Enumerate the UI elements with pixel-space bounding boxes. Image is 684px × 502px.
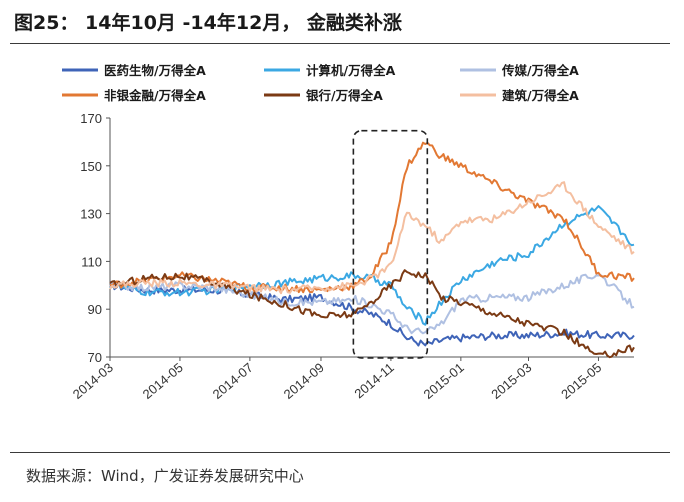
- x-tick-label: 2015-01: [421, 360, 467, 402]
- series-line-6: [109, 181, 635, 295]
- legend-label: 传媒/万得全A: [501, 63, 579, 78]
- title-rule: [10, 43, 670, 44]
- plot-area: 70 90 110 130 150 170 2014-03 2014-05 2014-07 201…: [70, 111, 635, 402]
- footer-rule: [10, 452, 670, 453]
- legend-label: 医药生物/万得全A: [104, 63, 206, 78]
- chart-legend: 医药生物/万得全A 计算机/万得全A 传媒/万得全A 非银金融/万得全A 银行/万得全A…: [62, 63, 579, 103]
- y-tick-label: 90: [88, 302, 102, 317]
- x-tick-label: 2014-07: [210, 360, 256, 402]
- page-title: 图25： 14年10月 -14年12月， 金融类补涨: [14, 12, 402, 34]
- y-tick-label: 150: [80, 159, 102, 174]
- y-tick-label: 130: [80, 207, 102, 222]
- series-line-5: [109, 269, 635, 359]
- x-tick-label: 2014-09: [281, 360, 327, 402]
- legend-label: 银行/万得全A: [306, 88, 383, 103]
- y-tick-label: 70: [88, 350, 102, 365]
- x-tick-label: 2015-03: [488, 360, 534, 402]
- source-note: 数据来源：Wind，广发证券发展研究中心: [26, 467, 304, 485]
- highlight-box: [352, 129, 429, 359]
- line-chart: 医药生物/万得全A 计算机/万得全A 传媒/万得全A 非银金融/万得全A 银行/万得全A…: [62, 63, 635, 402]
- y-tick-label: 110: [81, 254, 102, 269]
- y-tick-label: 170: [80, 111, 102, 126]
- legend-label: 建筑/万得全A: [502, 88, 579, 103]
- series-line-1: [109, 281, 635, 347]
- x-tick-label: 2014-11: [351, 360, 396, 402]
- legend-label: 计算机/万得全A: [306, 63, 396, 78]
- x-tick-label: 2015-05: [558, 360, 604, 402]
- legend-label: 非银金融/万得全A: [104, 88, 206, 103]
- x-tick-label: 2014-03: [70, 360, 116, 402]
- series-line-4: [109, 141, 635, 294]
- x-tick-label: 2014-05: [140, 360, 186, 402]
